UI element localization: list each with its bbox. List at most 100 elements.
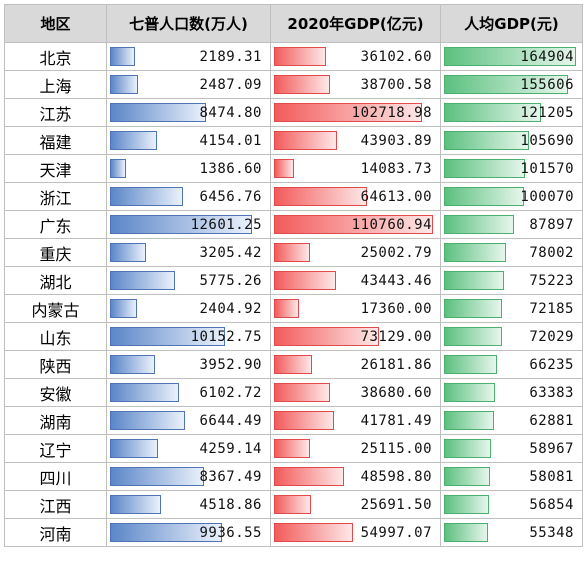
region-cell: 浙江: [4, 182, 107, 211]
region-cell: 河南: [4, 518, 107, 547]
per-capita-bar: [444, 299, 502, 318]
population-cell-value: 4518.86: [199, 497, 262, 513]
gdp-bar: [274, 159, 295, 178]
gdp-cell: 36102.60: [270, 42, 441, 71]
per-capita-cell: 63383: [440, 378, 583, 407]
per-capita-cell-value: 164904: [520, 49, 574, 65]
gdp-cell: 110760.94: [270, 210, 441, 239]
region-cell: 山东: [4, 322, 107, 351]
population-cell: 6102.72: [106, 378, 271, 407]
gdp-cell: 64613.00: [270, 182, 441, 211]
gdp-cell: 48598.80: [270, 462, 441, 491]
region-cell: 辽宁: [4, 434, 107, 463]
per-capita-bar: [444, 103, 541, 122]
population-cell-value: 12601.25: [190, 217, 262, 233]
population-bar: [110, 355, 155, 374]
gdp-cell-value: 17360.00: [360, 301, 432, 317]
population-cell: 2189.31: [106, 42, 271, 71]
population-cell: 8367.49: [106, 462, 271, 491]
population-cell: 6456.76: [106, 182, 271, 211]
gdp-cell: 102718.98: [270, 98, 441, 127]
gdp-cell-value: 38680.60: [360, 385, 432, 401]
population-cell: 12601.25: [106, 210, 271, 239]
per-capita-cell: 62881: [440, 406, 583, 435]
gdp-cell-value: 110760.94: [351, 217, 432, 233]
population-cell-value: 10152.75: [190, 329, 262, 345]
population-cell: 5775.26: [106, 266, 271, 295]
gdp-bar: [274, 215, 434, 234]
header-per-capita: 人均GDP(元): [440, 4, 583, 43]
gdp-bar: [274, 299, 299, 318]
region-cell: 重庆: [4, 238, 107, 267]
gdp-bar: [274, 187, 367, 206]
per-capita-cell-value: 55348: [529, 525, 574, 541]
region-cell: 上海: [4, 70, 107, 99]
per-capita-cell: 100070: [440, 182, 583, 211]
population-cell-value: 4154.01: [199, 133, 262, 149]
table-row: 辽宁 4259.14 25115.00 58967: [4, 434, 583, 463]
region-cell: 陕西: [4, 350, 107, 379]
per-capita-bar: [444, 355, 497, 374]
per-capita-cell: 72185: [440, 294, 583, 323]
per-capita-bar: [444, 75, 569, 94]
table-row: 广东 12601.25 110760.94 87897: [4, 210, 583, 239]
per-capita-cell-value: 56854: [529, 497, 574, 513]
gdp-cell-value: 14083.73: [360, 161, 432, 177]
region-cell: 福建: [4, 126, 107, 155]
table-row: 山东 10152.75 73129.00 72029: [4, 322, 583, 351]
gdp-cell-value: 102718.98: [351, 105, 432, 121]
gdp-bar: [274, 47, 326, 66]
region-cell: 江西: [4, 490, 107, 519]
table-row: 湖南 6644.49 41781.49 62881: [4, 406, 583, 435]
region-cell: 安徽: [4, 378, 107, 407]
table-row: 上海 2487.09 38700.58 155606: [4, 70, 583, 99]
header-row: 地区 七普人口数(万人) 2020年GDP(亿元) 人均GDP(元): [4, 4, 583, 43]
per-capita-cell: 101570: [440, 154, 583, 183]
population-bar: [110, 131, 157, 150]
gdp-bar: [274, 439, 311, 458]
gdp-cell: 25002.79: [270, 238, 441, 267]
gdp-cell-value: 64613.00: [360, 189, 432, 205]
gdp-cell-value: 48598.80: [360, 469, 432, 485]
table-row: 北京 2189.31 36102.60 164904: [4, 42, 583, 71]
per-capita-cell: 105690: [440, 126, 583, 155]
region-cell: 北京: [4, 42, 107, 71]
per-capita-cell: 66235: [440, 350, 583, 379]
per-capita-cell: 58081: [440, 462, 583, 491]
population-cell-value: 2487.09: [199, 77, 262, 93]
table-row: 福建 4154.01 43903.89 105690: [4, 126, 583, 155]
population-cell-value: 2404.92: [199, 301, 262, 317]
population-cell: 8474.80: [106, 98, 271, 127]
gdp-cell-value: 54997.07: [360, 525, 432, 541]
gdp-cell-value: 25115.00: [360, 441, 432, 457]
population-bar: [110, 299, 138, 318]
population-bar: [110, 271, 176, 290]
population-cell: 4154.01: [106, 126, 271, 155]
per-capita-cell: 155606: [440, 70, 583, 99]
population-bar: [110, 327, 225, 346]
per-capita-cell: 87897: [440, 210, 583, 239]
per-capita-cell: 58967: [440, 434, 583, 463]
per-capita-cell: 55348: [440, 518, 583, 547]
per-capita-bar: [444, 327, 502, 346]
gdp-bar: [274, 75, 330, 94]
population-bar: [110, 383, 179, 402]
region-cell: 湖北: [4, 266, 107, 295]
population-cell-value: 5775.26: [199, 273, 262, 289]
gdp-cell: 41781.49: [270, 406, 441, 435]
table-row: 江苏 8474.80 102718.98 121205: [4, 98, 583, 127]
per-capita-cell-value: 66235: [529, 357, 574, 373]
per-capita-bar: [444, 411, 495, 430]
population-cell-value: 1386.60: [199, 161, 262, 177]
population-cell-value: 8367.49: [199, 469, 262, 485]
population-bar: [110, 159, 126, 178]
population-bar: [110, 103, 206, 122]
per-capita-cell-value: 78002: [529, 245, 574, 261]
per-capita-cell: 75223: [440, 266, 583, 295]
gdp-cell-value: 43903.89: [360, 133, 432, 149]
region-cell: 广东: [4, 210, 107, 239]
per-capita-cell: 164904: [440, 42, 583, 71]
population-cell: 10152.75: [106, 322, 271, 351]
per-capita-cell-value: 72029: [529, 329, 574, 345]
gdp-cell: 38680.60: [270, 378, 441, 407]
